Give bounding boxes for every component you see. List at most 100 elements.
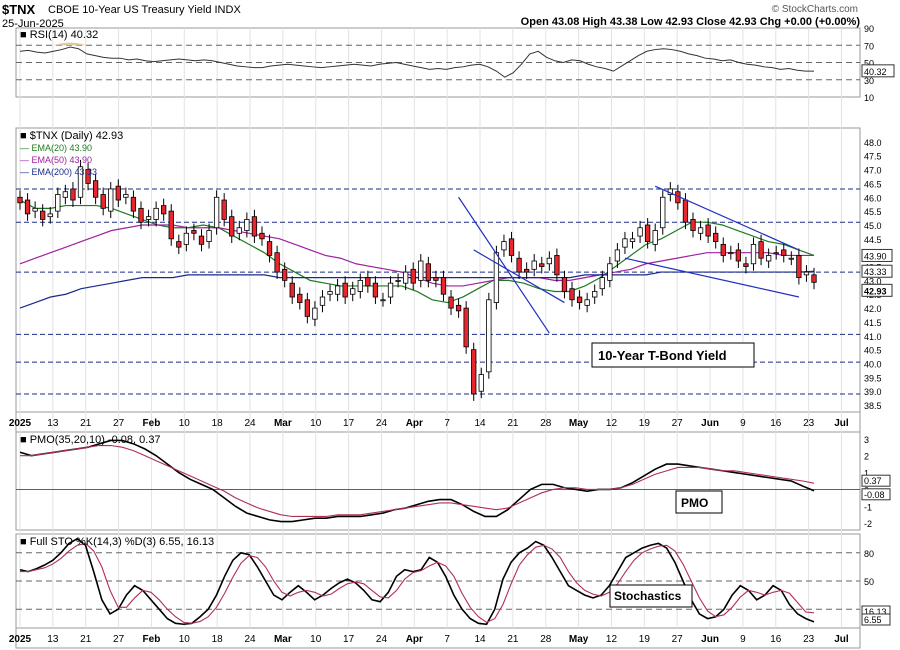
pmo-y-tick: -2 — [864, 519, 872, 529]
x-tick-label: May — [569, 634, 589, 645]
candle-body — [32, 207, 38, 212]
candle-body — [145, 216, 152, 220]
candle-body — [198, 235, 205, 245]
panel-frame-price — [15, 127, 861, 413]
candle-body — [357, 279, 363, 292]
price-y-tick: 46.0 — [864, 193, 882, 203]
candle-body — [123, 194, 129, 198]
candle-body — [455, 304, 462, 312]
candle-body — [644, 224, 651, 243]
candle-body — [244, 219, 250, 231]
x-tick-label: 21 — [80, 418, 92, 429]
candle-body — [660, 196, 666, 229]
x-tick-label: 28 — [540, 634, 552, 645]
candle-body — [690, 219, 696, 231]
price-panel-title: ■ $TNX (Daily) 42.93 — [20, 130, 123, 142]
pmo-series-0 — [19, 439, 815, 523]
price-y-tick: 41.0 — [864, 332, 882, 342]
wedge-trendline — [473, 249, 565, 304]
x-tick-label: 24 — [244, 418, 256, 429]
x-tick-label: 9 — [740, 418, 746, 429]
candle-body — [478, 374, 484, 392]
x-tick-label: 12 — [606, 634, 618, 645]
x-tick-label: 10 — [179, 634, 191, 645]
candle-body — [493, 252, 500, 303]
candle-body — [788, 257, 794, 260]
x-tick-label: Feb — [143, 418, 161, 429]
sto-annotation-box — [609, 584, 693, 608]
candle-body — [380, 299, 386, 302]
price-y-tick: 47.0 — [864, 166, 882, 176]
price-annotation-box — [591, 342, 755, 368]
ema-legend-2: — EMA(200) 43.33 — [20, 167, 97, 177]
candle-body — [713, 232, 719, 243]
candle-body — [728, 252, 734, 255]
candle-body — [206, 230, 212, 243]
x-tick-label: 24 — [376, 634, 388, 645]
candle-body — [77, 166, 84, 198]
candle-body — [153, 207, 159, 220]
price-y-tick: 40.5 — [864, 346, 882, 356]
candle-body — [781, 249, 787, 256]
rsi-y-tick: 30 — [864, 76, 874, 86]
rsi-y-tick: 10 — [864, 93, 874, 103]
price-y-tick: 47.5 — [864, 152, 882, 162]
chart-date: 25-Jun-2025 — [2, 18, 64, 30]
copyright: © StockCharts.com — [771, 4, 858, 15]
candle-body — [508, 238, 515, 256]
candle-body — [327, 291, 333, 295]
x-tick-label: 14 — [474, 418, 486, 429]
candle-body — [463, 307, 469, 348]
candle-body — [312, 307, 318, 320]
sto-y-tick: 50 — [864, 577, 874, 587]
candle-body — [765, 255, 772, 262]
candle-body — [229, 216, 235, 237]
candle-body — [130, 196, 137, 212]
sto-y-tick: 80 — [864, 549, 874, 559]
pmo-annotation: PMO — [681, 496, 708, 510]
candle-body — [236, 227, 242, 234]
candle-body — [176, 241, 182, 248]
x-tick-label: 19 — [639, 634, 651, 645]
rsi-y-tick: 90 — [864, 24, 874, 34]
candle-body — [614, 249, 621, 262]
x-tick-label: 9 — [740, 634, 746, 645]
candle-body — [372, 282, 379, 298]
candle-body — [365, 277, 371, 287]
pmo-value-label: 0.37 — [864, 476, 882, 486]
candle-body — [213, 196, 220, 229]
candle-body — [433, 277, 439, 281]
symbol-title: $TNX — [2, 2, 36, 17]
pmo-label: ■ PMO(35,20,10) -0.08, 0.37 — [20, 434, 161, 446]
quote-summary: Open 43.08 High 43.38 Low 42.93 Close 42… — [520, 16, 860, 28]
candle-body — [539, 263, 545, 267]
x-tick-label: 27 — [672, 634, 684, 645]
x-tick-label: Feb — [143, 634, 161, 645]
candle-body — [100, 194, 106, 209]
candle-body — [282, 268, 288, 281]
price-y-tick: 40.0 — [864, 360, 882, 370]
candle-body — [418, 260, 424, 281]
candle-body — [350, 288, 356, 295]
candle-body — [108, 188, 114, 212]
candle-body — [750, 243, 757, 265]
candle-body — [55, 194, 61, 212]
pmo-y-tick: -1 — [864, 502, 872, 512]
rsi-value-box — [861, 64, 895, 78]
x-tick-label: 12 — [606, 418, 618, 429]
x-tick-label: 21 — [507, 418, 519, 429]
price-y-tick: 39.0 — [864, 387, 882, 397]
last-price-tag: 42.93 — [864, 286, 887, 296]
ema200-value-tag: 43.33 — [864, 267, 887, 277]
sto-series-1 — [20, 542, 815, 624]
candle-body — [168, 210, 174, 240]
pmo-series-1 — [20, 444, 815, 518]
candle-body — [304, 299, 310, 317]
candle-body — [259, 232, 265, 240]
rsi-y-tick: 70 — [864, 41, 874, 51]
candle-body — [17, 196, 23, 204]
candle-body — [266, 241, 273, 256]
panel-frame-pmo — [15, 431, 861, 531]
pmo-y-tick: 1 — [864, 469, 869, 479]
